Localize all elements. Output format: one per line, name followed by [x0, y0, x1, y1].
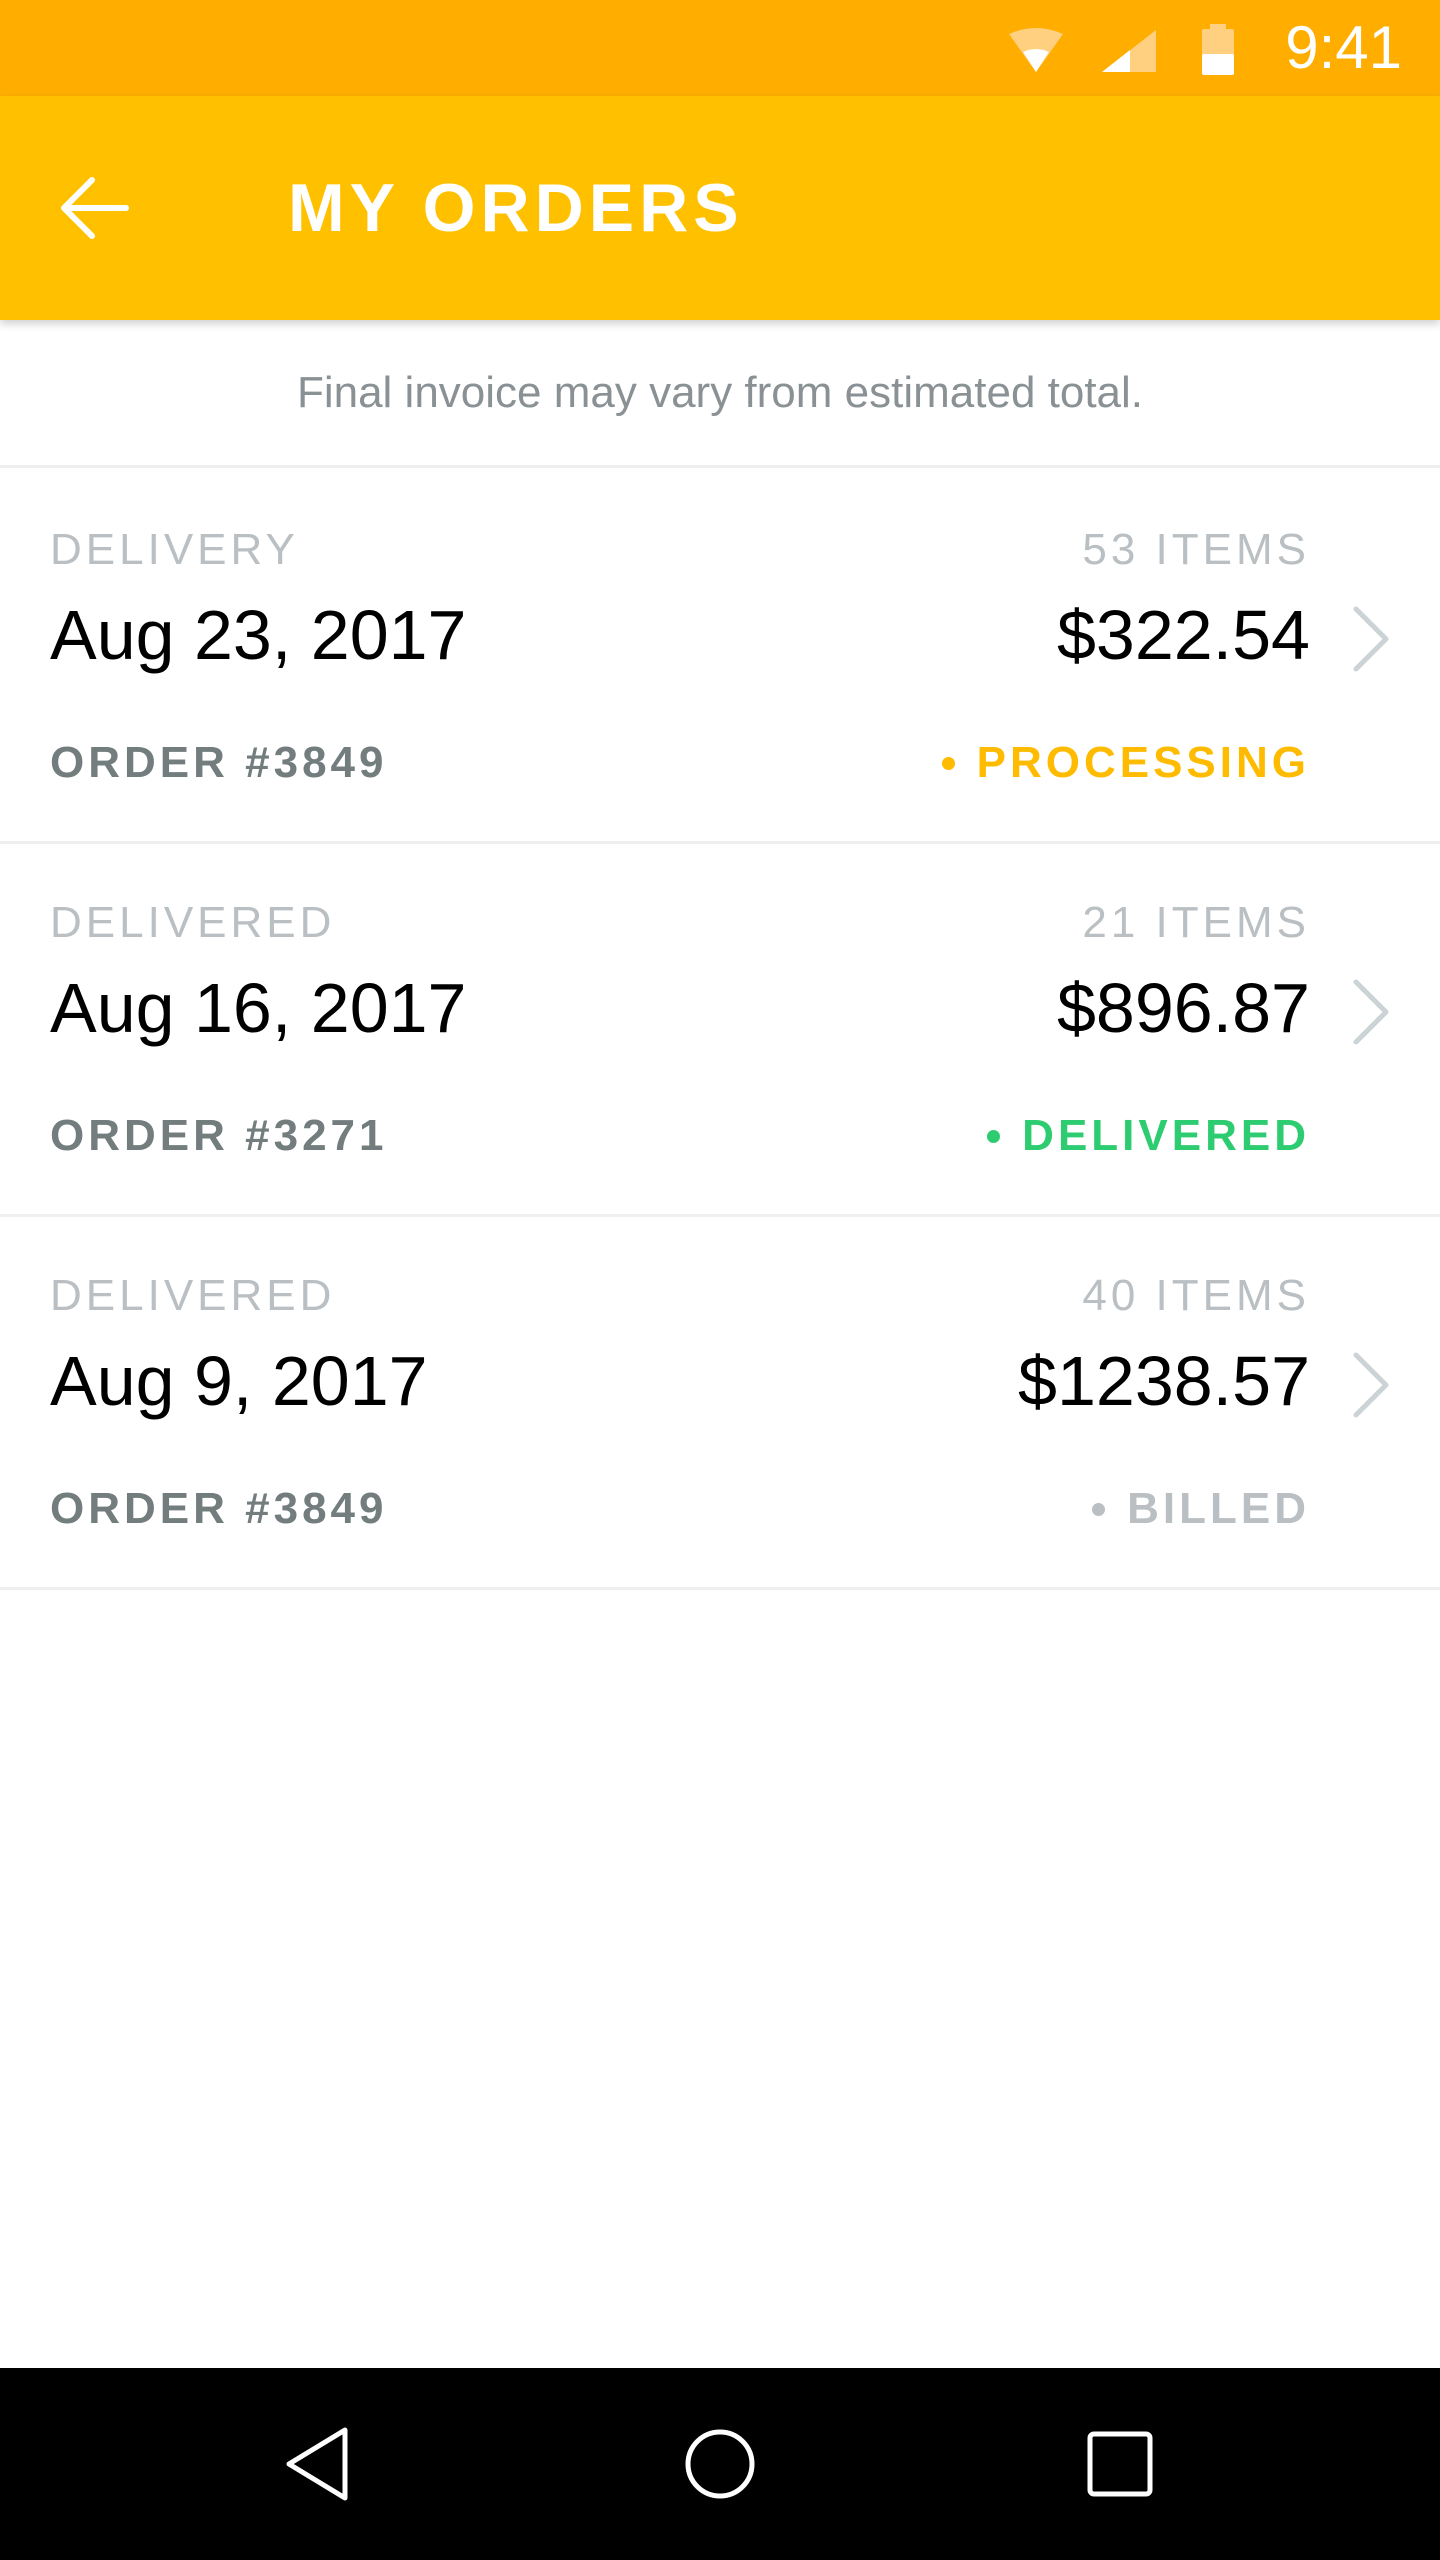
status-time: 9:41 — [1285, 14, 1402, 81]
status-dot-icon — [941, 756, 955, 770]
battery-icon — [1202, 24, 1234, 75]
order-type: DELIVERED — [50, 1271, 336, 1320]
nav-home-button[interactable] — [660, 2404, 780, 2524]
order-total: $1238.57 — [1018, 1342, 1310, 1420]
order-type: DELIVERED — [50, 898, 336, 947]
order-total: $322.54 — [1056, 596, 1310, 674]
order-date: Aug 23, 2017 — [50, 596, 467, 674]
order-item-count: 53 ITEMS — [1082, 525, 1310, 574]
status-dot-icon — [987, 1129, 1001, 1143]
order-row[interactable]: DELIVERY Aug 23, 2017 ORDER #3849 53 ITE… — [0, 471, 1440, 844]
chevron-right-icon — [1353, 979, 1389, 1045]
nav-recent-apps-button[interactable] — [1060, 2404, 1180, 2524]
nav-recent-apps-icon — [1087, 2431, 1153, 2497]
status-dot-icon — [1092, 1502, 1106, 1516]
nav-back-icon — [286, 2427, 348, 2501]
order-row[interactable]: DELIVERED Aug 16, 2017 ORDER #3271 21 IT… — [0, 844, 1440, 1217]
order-number: ORDER #3849 — [50, 738, 388, 787]
cell-signal-icon — [1102, 30, 1156, 72]
order-number: ORDER #3271 — [50, 1111, 388, 1160]
order-row[interactable]: DELIVERED Aug 9, 2017 ORDER #3849 40 ITE… — [0, 1217, 1440, 1590]
order-type: DELIVERY — [50, 525, 299, 574]
app-bar: MY ORDERS — [0, 96, 1440, 320]
back-button[interactable] — [40, 154, 148, 262]
order-status-label: PROCESSING — [976, 738, 1310, 787]
arrow-left-icon — [61, 177, 129, 239]
system-navigation-bar — [0, 2368, 1440, 2560]
order-date: Aug 9, 2017 — [50, 1342, 428, 1420]
page-title: MY ORDERS — [288, 170, 744, 246]
order-status: BILLED — [1092, 1481, 1310, 1537]
chevron-right-icon — [1353, 1352, 1389, 1418]
order-status: DELIVERED — [987, 1108, 1310, 1164]
chevron-right-icon — [1353, 606, 1389, 672]
nav-back-button[interactable] — [259, 2404, 379, 2524]
order-total: $896.87 — [1056, 969, 1310, 1047]
order-item-count: 21 ITEMS — [1082, 898, 1310, 947]
order-status-label: BILLED — [1127, 1484, 1310, 1533]
order-item-count: 40 ITEMS — [1082, 1271, 1310, 1320]
wifi-icon — [1009, 28, 1063, 72]
order-date: Aug 16, 2017 — [50, 969, 467, 1047]
order-status-label: DELIVERED — [1022, 1111, 1310, 1160]
nav-home-icon — [685, 2429, 755, 2499]
status-bar: 9:41 — [0, 0, 1440, 96]
order-number: ORDER #3849 — [50, 1484, 388, 1533]
order-status: PROCESSING — [941, 735, 1310, 791]
invoice-notice: Final invoice may vary from estimated to… — [0, 320, 1440, 468]
